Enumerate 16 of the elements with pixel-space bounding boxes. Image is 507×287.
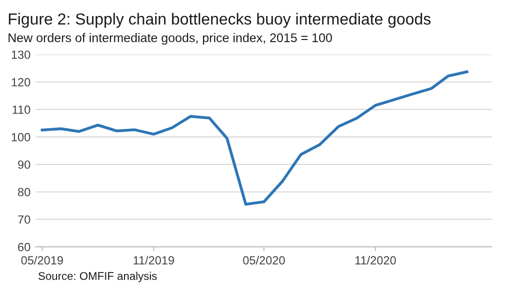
y-tick-label: 60 bbox=[18, 242, 30, 252]
line-series bbox=[40, 70, 468, 206]
y-tick-label: 90 bbox=[18, 160, 30, 169]
y-tick-label: 120 bbox=[12, 78, 30, 86]
y-tick-label: 130 bbox=[12, 50, 30, 59]
y-tick-label: 110 bbox=[12, 106, 30, 114]
y-tick-label: 80 bbox=[18, 188, 30, 196]
y-tick-label: 100 bbox=[12, 132, 30, 142]
x-tick-label: 05/2020 bbox=[243, 256, 285, 265]
x-tick-label: 11/2020 bbox=[355, 256, 396, 265]
chart-title: Figure 2: Supply chain bottlenecks buoy intermediate goods bbox=[8, 12, 431, 28]
x-tick-label: 05/2019 bbox=[21, 256, 63, 265]
chart-subtitle: New orders of intermediate goods, price index, 2015 = 100 bbox=[8, 33, 332, 45]
x-tick-label: 11/2019 bbox=[134, 256, 174, 265]
source-note: Source: OMFIF analysis bbox=[38, 272, 157, 282]
y-tick-label: 70 bbox=[18, 215, 30, 224]
